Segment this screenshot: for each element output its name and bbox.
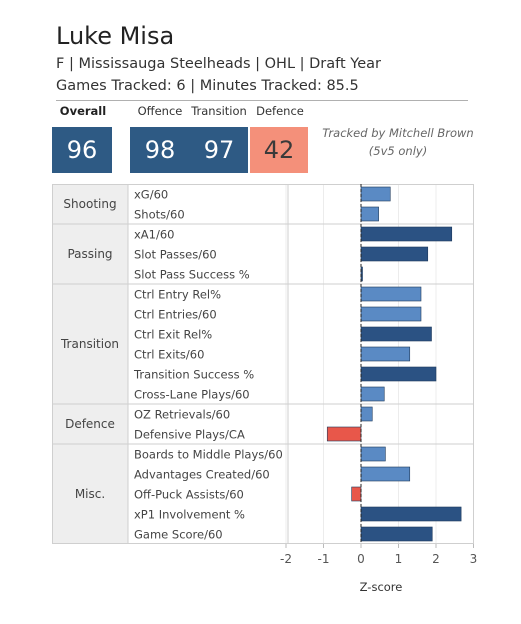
metric-label-slot-pass-success: Slot Pass Success %	[134, 268, 250, 282]
group-column-bg	[52, 184, 128, 544]
tracker-note: Tracked by Mitchell Brown (5v5 only)	[318, 124, 478, 160]
tracker-note-line2: (5v5 only)	[368, 144, 428, 158]
bar-xa1-60	[360, 226, 453, 242]
tracker-note-line1: Tracked by Mitchell Brown	[322, 126, 474, 140]
metric-label-xg-60: xG/60	[134, 188, 168, 202]
bar-ctrl-exit-rel	[360, 326, 432, 342]
metric-label-boards-to-middle-plays-60: Boards to Middle Plays/60	[134, 448, 283, 462]
overall-label: Overall	[59, 104, 107, 118]
metric-label-advantages-created-60: Advantages Created/60	[134, 468, 270, 482]
bar-advantages-created-60	[360, 466, 411, 482]
metric-label-ctrl-exits-60: Ctrl Exits/60	[134, 348, 204, 362]
x-tick-label--2: -2	[280, 552, 292, 566]
transition-label: Transition	[191, 104, 247, 118]
metric-label-ctrl-entries-60: Ctrl Entries/60	[134, 308, 217, 322]
metric-label-xp1-involvement: xP1 Involvement %	[134, 508, 245, 522]
metric-label-transition-success: Transition Success %	[133, 368, 254, 382]
metric-label-off-puck-assists-60: Off-Puck Assists/60	[134, 488, 244, 502]
group-label-misc: Misc.	[75, 487, 105, 501]
bar-ctrl-exits-60	[360, 346, 411, 362]
group-label-shooting: Shooting	[63, 197, 116, 211]
x-tick-label-0: 0	[357, 552, 365, 566]
tracking-summary: Games Tracked: 6 | Minutes Tracked: 85.5	[56, 78, 359, 94]
offence-label: Offence	[137, 104, 183, 118]
x-tick-label-2: 2	[432, 552, 440, 566]
group-label-passing: Passing	[67, 247, 112, 261]
metric-label-oz-retrievals-60: OZ Retrievals/60	[134, 408, 230, 422]
bar-off-puck-assists-60	[351, 486, 362, 502]
chart-frame	[52, 184, 474, 544]
metric-label-defensive-plays-ca: Defensive Plays/CA	[134, 428, 245, 442]
defence-label: Defence	[256, 104, 304, 118]
x-tick-label--1: -1	[318, 552, 330, 566]
player-subtitle: F | Mississauga Steelheads | OHL | Draft…	[56, 56, 381, 72]
bar-xg-60	[360, 186, 391, 202]
bar-boards-to-middle-plays-60	[360, 446, 386, 462]
bar-defensive-plays-ca	[326, 426, 362, 442]
transition-score-tile: 97	[190, 127, 248, 173]
header-divider	[56, 100, 468, 101]
bar-game-score-60	[360, 526, 433, 542]
bar-oz-retrievals-60	[360, 406, 373, 422]
metric-label-cross-lane-plays-60: Cross-Lane Plays/60	[134, 388, 250, 402]
bar-slot-passes-60	[360, 246, 429, 262]
group-label-transition: Transition	[60, 337, 119, 351]
bar-cross-lane-plays-60	[360, 386, 385, 402]
offence-score-tile: 98	[130, 127, 190, 173]
overall-score-tile: 96	[52, 127, 112, 173]
group-label-defence: Defence	[65, 417, 115, 431]
bar-ctrl-entry-rel	[360, 286, 422, 302]
metric-label-shots-60: Shots/60	[134, 208, 185, 222]
player-name: Luke Misa	[56, 22, 175, 50]
metric-label-ctrl-entry-rel: Ctrl Entry Rel%	[134, 288, 221, 302]
bar-transition-success	[360, 366, 437, 382]
metric-label-slot-passes-60: Slot Passes/60	[134, 248, 217, 262]
metric-label-game-score-60: Game Score/60	[134, 528, 223, 542]
bar-ctrl-entries-60	[360, 306, 422, 322]
metric-label-ctrl-exit-rel: Ctrl Exit Rel%	[134, 328, 212, 342]
defence-score-tile: 42	[250, 127, 308, 173]
bar-xp1-involvement	[360, 506, 462, 522]
bar-shots-60	[360, 206, 379, 222]
metric-label-xa1-60: xA1/60	[134, 228, 175, 242]
x-axis-title: Z-score	[360, 580, 403, 594]
plot-area-bg	[288, 184, 474, 544]
x-tick-label-3: 3	[470, 552, 478, 566]
x-tick-label-1: 1	[395, 552, 403, 566]
